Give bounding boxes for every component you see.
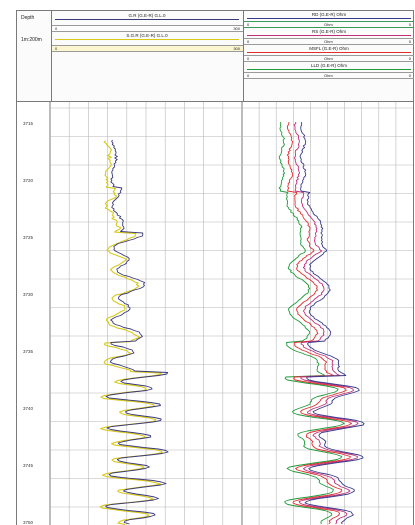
curve-color-swatch [247,52,411,53]
log-header: Depth 1m:200m G.R (G.E-R) G.L.0 0 300 S.… [16,10,414,102]
scale-right: 0 [408,39,411,44]
curve-color-swatch [247,69,411,70]
scale-left: 0 [247,39,250,44]
curve-rd [299,121,365,525]
depth-tick-label: 3750 [23,520,34,525]
track1-curve-header-sgr[interactable]: S.G.R (G.E-R) G.L.0 [53,33,241,43]
scale-mid: Ohm [324,56,333,61]
depth-tick-label: 3715 [23,121,34,126]
header-divider [51,11,52,101]
track2-curve-header-rd[interactable]: RD (G.E-R) Ohm [245,12,413,22]
scale-right: 0 [408,73,411,78]
scale-left: 0 [55,26,58,31]
curve-color-swatch [247,18,411,19]
scale-mid: Ohm [324,73,333,78]
depth-tick-label: 3745 [23,463,34,468]
curve-name: RD (G.E-R) Ohm [311,12,347,17]
depth-tick-label: 3735 [23,349,34,354]
scale-left: 0 [247,22,250,27]
curve-gr [105,139,169,525]
track1-curve-header-gr[interactable]: G.R (G.E-R) G.L.0 [53,13,241,23]
scale-right: 300 [233,26,240,31]
depth-scale: 1m:200m [21,37,42,43]
track2-curve-header-rs[interactable]: RS (G.E-R) Ohm [245,29,413,39]
curve-name: G.R (G.E-R) G.L.0 [128,13,166,18]
curve-color-swatch [247,35,411,36]
scale-left: 0 [55,46,58,51]
curve-color-swatch [55,19,239,20]
scale-right: 300 [233,46,240,51]
scale-mid: Ohm [324,22,333,27]
curve-color-swatch [55,39,239,40]
curve-name: LLD (G.E-R) Ohm [310,63,347,68]
track2-scale-rd: 0 Ohm 0 [244,21,414,28]
track2-scale-msfl: 0 Ohm 0 [244,55,414,62]
depth-tick-label: 3730 [23,292,34,297]
depth-tick-label: 3720 [23,178,34,183]
curve-name: MSFL (G.E-R) Ohm [309,46,349,51]
header-divider [243,11,244,101]
log-tracks-svg [49,102,413,525]
curve-name: RS (G.E-R) Ohm [311,29,346,34]
track2-scale-rs: 0 Ohm 0 [244,38,414,45]
scale-right: 0 [408,56,411,61]
curve-sgr [99,140,163,525]
depth-title: Depth [21,15,35,21]
log-track-area: 3715 3720 3725 3730 3735 3740 3745 3750 [16,102,414,525]
depth-tick-label: 3725 [23,235,34,240]
depth-tick-label: 3740 [23,406,34,411]
scale-left: 0 [247,56,250,61]
track2-curve-header-lld[interactable]: LLD (G.E-R) Ohm [245,63,413,73]
track1-scale-sgr: 0 300 [52,45,243,52]
track1-scale-gr: 0 300 [52,25,243,32]
track2-scale-lld: 0 Ohm 0 [244,72,414,79]
curve-msfl [286,121,352,525]
curve-lld [278,121,345,525]
scale-right: 0 [408,22,411,27]
scale-mid: Ohm [324,39,333,44]
track2-curve-header-msfl[interactable]: MSFL (G.E-R) Ohm [245,46,413,56]
scale-left: 0 [247,73,250,78]
curve-rs [293,121,359,525]
curve-name: S.G.R (G.E-R) G.L.0 [126,33,168,38]
